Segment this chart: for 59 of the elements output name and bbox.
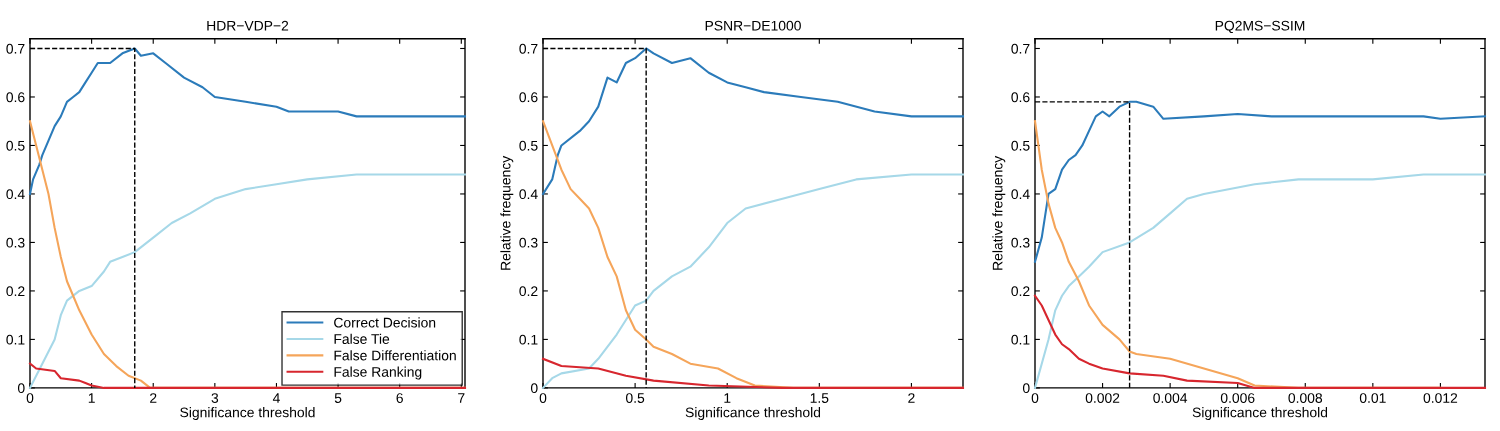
legend-label: Correct Decision	[334, 317, 436, 328]
y-tick-label: 0.2	[1011, 286, 1030, 297]
x-tick-label: 2	[150, 393, 157, 403]
y-tick-label: 0.2	[6, 286, 25, 297]
x-tick-label: 1	[88, 393, 95, 403]
x-tick-label: 0	[539, 393, 547, 403]
y-tick-label: 0	[530, 383, 538, 394]
y-tick-label: 0.6	[1011, 92, 1030, 103]
chart-title: PSNR−DE1000	[705, 20, 801, 31]
chart-title: HDR−VDP−2	[207, 20, 289, 31]
x-tick-label: 5	[334, 393, 342, 403]
line-series	[1033, 100, 1487, 263]
y-tick-label: 0.1	[1011, 334, 1030, 345]
y-tick-label: 0.1	[6, 334, 25, 345]
x-tick-label: 2	[908, 393, 915, 403]
x-tick-label: 0.5	[625, 393, 645, 403]
y-tick-label: 0	[17, 383, 25, 394]
y-tick-label: 0.6	[6, 92, 25, 103]
y-tick-label: 0.1	[519, 334, 538, 345]
y-tick-label: 0.5	[6, 140, 25, 151]
x-axis-title: Significance threshold	[685, 407, 821, 421]
x-tick-label: 1.5	[810, 393, 829, 403]
x-tick-label: 4	[272, 393, 280, 403]
legend-label: False Tie	[334, 333, 390, 344]
x-axis-title: Significance threshold	[180, 407, 315, 421]
x-tick-label: 0.01	[1359, 393, 1386, 403]
y-tick-label: 0	[1022, 383, 1030, 394]
y-axis-title: Relative frequency	[500, 155, 514, 270]
x-tick-label: 0.008	[1288, 393, 1323, 403]
y-tick-label: 0.7	[6, 43, 25, 54]
y-tick-label: 0.5	[1011, 140, 1030, 151]
line-series	[28, 47, 467, 195]
x-axis-title: Significance threshold	[1192, 407, 1328, 421]
line-series	[541, 47, 965, 195]
y-tick-label: 0.3	[1011, 237, 1030, 248]
x-tick-label: 0	[26, 393, 34, 403]
x-tick-label: 0.006	[1220, 393, 1255, 403]
y-tick-label: 0.4	[519, 189, 538, 200]
x-tick-label: 3	[211, 393, 219, 403]
y-tick-label: 0.3	[519, 237, 538, 248]
x-tick-label: 0.012	[1423, 393, 1458, 403]
y-tick-label: 0.4	[6, 189, 25, 200]
y-tick-label: 0.7	[519, 43, 538, 54]
x-tick-label: 6	[396, 393, 403, 403]
y-tick-label: 0.3	[6, 237, 25, 248]
chart-title: PQ2MS−SSIM	[1215, 20, 1305, 34]
y-tick-label: 0.5	[519, 140, 538, 151]
legend-label: False Ranking	[334, 366, 422, 380]
y-tick-label: 0.7	[1011, 43, 1030, 54]
x-tick-label: 7	[458, 393, 465, 403]
y-tick-label: 0.4	[1011, 189, 1030, 200]
x-tick-label: 0	[1031, 393, 1039, 403]
y-tick-label: 0.2	[519, 286, 538, 297]
y-tick-label: 0.6	[519, 92, 538, 103]
x-tick-label: 0.004	[1153, 393, 1188, 403]
legend-label: False Differentiation	[334, 350, 456, 361]
x-tick-label: 0.002	[1085, 393, 1120, 403]
y-axis-title: Relative frequency	[992, 155, 1006, 270]
x-tick-label: 1	[724, 393, 731, 403]
